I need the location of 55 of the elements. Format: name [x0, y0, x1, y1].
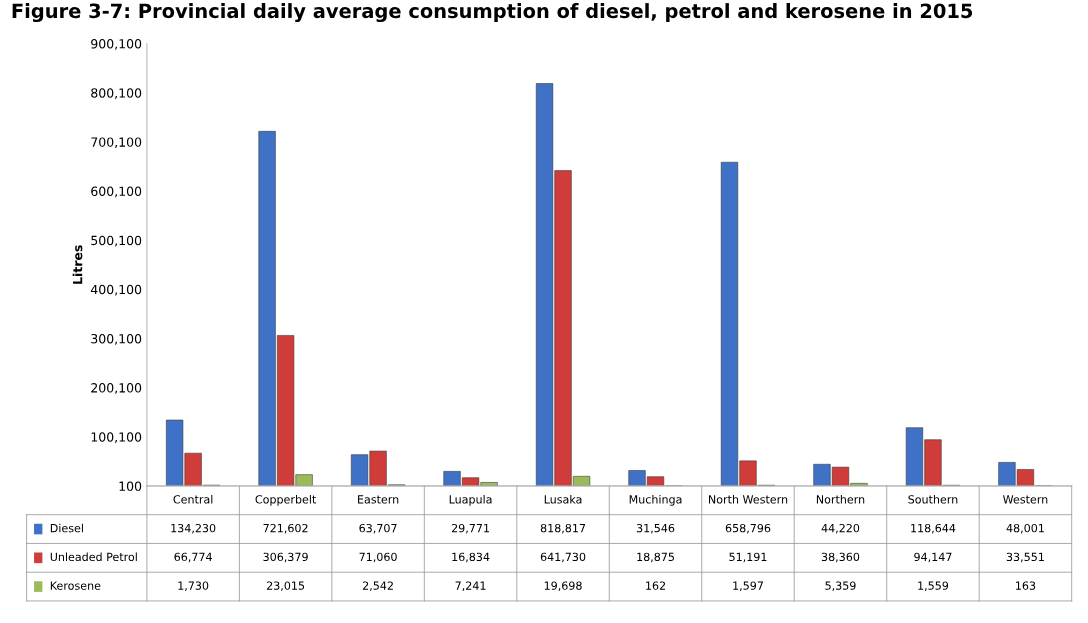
chart-title: Figure 3-7: Provincial daily average consumption of diesel, petrol and kerosene in 2015: [12, 3, 973, 23]
data-label: 94,147: [914, 552, 952, 563]
y-tick-label: 400,100: [90, 284, 142, 296]
data-label: 1,559: [918, 581, 949, 591]
data-label: 51,191: [729, 552, 767, 563]
data-label: 19,698: [544, 581, 582, 591]
y-tick-label: 700,100: [91, 137, 142, 149]
data-label: 23,015: [266, 581, 305, 591]
data-label: 2,542: [362, 581, 393, 591]
data-label: 66,774: [174, 552, 212, 563]
y-tick-label: 600,100: [91, 186, 142, 198]
data-label: 18,875: [637, 552, 674, 563]
x-tick-label: North Western: [709, 494, 788, 504]
y-axis-title: Litres: [72, 245, 83, 284]
data-label: 71,060: [359, 552, 397, 563]
x-tick-label: Northern: [816, 494, 865, 504]
y-tick-label: 200,100: [91, 383, 142, 394]
data-label: 118,644: [911, 523, 956, 534]
data-label: 31,546: [636, 523, 675, 534]
x-tick-label: Eastern: [358, 495, 399, 504]
y-tick-label: 300,100: [91, 333, 142, 345]
x-tick-label: Copperbelt: [255, 494, 317, 506]
data-label: 48,001: [1006, 523, 1044, 534]
legend-label: Unleaded Petrol: [50, 552, 137, 562]
x-tick-label: Western: [1003, 495, 1048, 504]
legend-label: Kerosene: [50, 581, 101, 590]
data-label: 162: [646, 581, 666, 590]
data-label: 658,796: [725, 523, 771, 534]
data-label: 721,602: [263, 523, 308, 534]
y-tick-label: 800,100: [91, 88, 142, 99]
data-label: 16,834: [452, 552, 490, 563]
y-tick-label: 100: [119, 481, 142, 491]
data-label: 38,360: [821, 552, 860, 563]
x-tick-label: Southern: [908, 494, 958, 504]
y-tick-label: 900,100: [91, 39, 142, 50]
data-label: 641,730: [540, 552, 586, 563]
data-label: 163: [1016, 581, 1036, 590]
data-label: 44,220: [821, 523, 860, 534]
data-label: 1,730: [178, 581, 209, 591]
data-label: 29,771: [451, 523, 489, 534]
data-label: 306,379: [263, 552, 308, 563]
x-tick-label: Central: [173, 494, 213, 504]
data-label: 33,551: [1006, 552, 1044, 563]
data-label: 134,230: [171, 523, 216, 534]
data-label: 63,707: [359, 523, 397, 534]
y-tick-label: 500,100: [91, 235, 142, 247]
x-tick-label: Lusaka: [544, 494, 582, 504]
data-label: 5,359: [825, 581, 856, 591]
y-tick-label: 100,100: [91, 432, 142, 443]
x-tick-label: Luapula: [449, 494, 492, 506]
data-label: 1,597: [733, 581, 763, 591]
data-label: 818,817: [540, 523, 586, 534]
x-tick-label: Muchinga: [629, 494, 682, 506]
data-label: 7,241: [455, 581, 486, 591]
legend-label: Diesel: [50, 523, 83, 533]
